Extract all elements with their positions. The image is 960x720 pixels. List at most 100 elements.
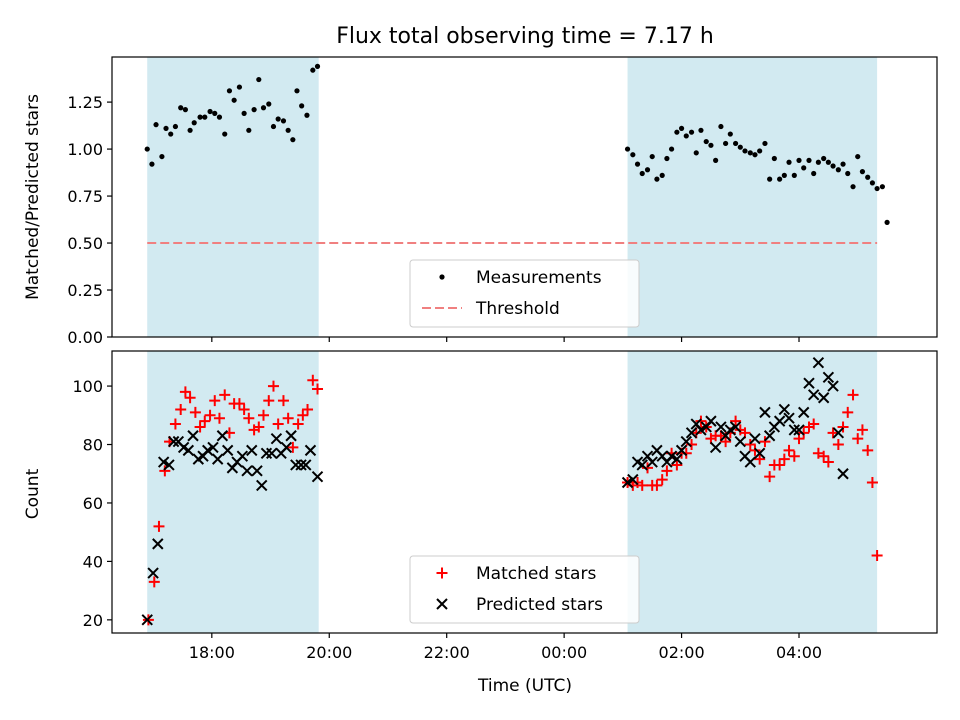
observing-window-band xyxy=(147,57,319,337)
matched-star-point xyxy=(671,459,683,471)
predicted-star-point xyxy=(202,444,214,457)
predicted-star-point xyxy=(685,427,698,439)
top-panel-ratio: 0.00 0.25 0.50 0.75 1.00 1.25 Measurements Thre… xyxy=(67,56,938,347)
matched-star-point xyxy=(798,427,810,439)
measurement-point xyxy=(874,185,880,192)
matched-star-point xyxy=(179,386,191,398)
matched-star-point xyxy=(852,433,864,445)
y-tick-label: 1.00 xyxy=(67,140,103,159)
predicted-star-point xyxy=(221,444,234,457)
measurement-point xyxy=(304,112,310,118)
matched-star-point xyxy=(267,380,279,392)
matched-star-point xyxy=(148,576,160,588)
predicted-star-point xyxy=(251,465,263,477)
measurement-point xyxy=(821,155,827,162)
legend-entry-label: Matched stars xyxy=(476,564,596,584)
predicted-star-point xyxy=(783,412,795,424)
predicted-star-point xyxy=(671,453,683,465)
predicted-star-point xyxy=(749,432,761,445)
measurement-point xyxy=(187,127,193,133)
matched-star-point xyxy=(257,409,269,421)
matched-star-point xyxy=(213,412,225,424)
predicted-star-point xyxy=(295,459,307,471)
measurement-point xyxy=(294,88,300,94)
matched-star-point xyxy=(680,447,692,459)
predicted-star-point xyxy=(311,470,324,483)
matched-star-point xyxy=(774,459,786,471)
predicted-star-point xyxy=(812,356,825,369)
x-axis-label: Time (UTC) xyxy=(477,676,572,696)
measurement-point xyxy=(747,150,753,156)
matched-star-point xyxy=(856,424,868,436)
matched-star-point xyxy=(651,479,663,491)
measurement-point xyxy=(644,167,651,173)
predicted-star-point xyxy=(788,424,801,436)
bottom-panel-count: 20 40 60 80 100 18:00 20:00 22:00 00:00 02:00 04:0… xyxy=(72,350,938,662)
x-tick-label: 00:00 xyxy=(541,643,587,662)
measurement-point xyxy=(698,127,704,133)
measurement-point xyxy=(163,125,169,132)
measurement-point xyxy=(310,67,316,73)
y-tick-label: 80 xyxy=(83,436,103,455)
measurement-point xyxy=(197,114,203,120)
matched-star-point xyxy=(169,418,181,430)
matched-star-point xyxy=(263,395,275,407)
predicted-star-point xyxy=(211,453,224,465)
matched-star-point xyxy=(818,450,830,462)
measurement-point xyxy=(226,88,233,94)
measurement-point xyxy=(634,161,641,167)
measurement-point xyxy=(314,63,321,69)
measurement-point xyxy=(231,97,237,103)
measurement-point xyxy=(767,176,773,182)
measurement-point xyxy=(830,163,836,169)
measurement-point xyxy=(840,161,846,167)
measurement-point xyxy=(256,76,262,83)
matched-star-point xyxy=(175,403,187,415)
measurement-point xyxy=(777,176,783,182)
measurement-point xyxy=(639,170,645,177)
x-tick-label: 22:00 xyxy=(424,643,470,662)
measurement-point xyxy=(693,150,699,156)
predicted-star-point xyxy=(187,430,199,442)
predicted-star-point xyxy=(822,371,835,384)
predicted-star-point xyxy=(157,456,170,468)
bottom-y-axis-label: Count xyxy=(23,468,43,519)
measurement-point xyxy=(260,105,267,111)
measurement-point xyxy=(630,152,636,158)
measurement-point xyxy=(859,169,866,175)
predicted-star-point xyxy=(675,444,688,457)
predicted-star-point xyxy=(773,415,786,427)
measurement-point xyxy=(270,123,277,130)
matched-star-point xyxy=(153,520,165,532)
predicted-star-point xyxy=(627,473,639,486)
measurement-point xyxy=(212,110,218,116)
matched-star-point xyxy=(243,412,255,424)
measurement-point xyxy=(742,148,748,154)
matched-star-point xyxy=(764,471,776,483)
measurement-point xyxy=(236,84,243,90)
matched-star-point xyxy=(233,398,245,410)
measurement-point xyxy=(241,110,247,116)
measurement-point xyxy=(153,122,159,128)
predicted-star-point xyxy=(621,476,634,489)
predicted-star-point xyxy=(817,392,830,404)
top-axes-frame xyxy=(111,56,938,338)
measurement-point xyxy=(674,129,680,135)
measurement-point xyxy=(732,140,739,147)
measurement-point xyxy=(275,116,281,122)
measurement-point xyxy=(815,159,821,165)
matched-star-point xyxy=(778,453,790,465)
predicted-star-point xyxy=(141,614,153,626)
matched-star-point xyxy=(292,418,304,430)
y-tick-label: 40 xyxy=(83,552,103,571)
matched-star-point xyxy=(272,418,284,430)
matched-star-point xyxy=(871,550,883,562)
measurement-point xyxy=(845,170,851,177)
matched-star-point xyxy=(184,392,196,404)
matched-star-point xyxy=(204,409,216,421)
predicted-star-point xyxy=(280,441,293,454)
legend-box xyxy=(409,555,640,624)
top-legend: Measurements Threshold xyxy=(409,259,640,328)
measurement-point xyxy=(869,180,876,186)
predicted-star-point xyxy=(759,406,771,419)
